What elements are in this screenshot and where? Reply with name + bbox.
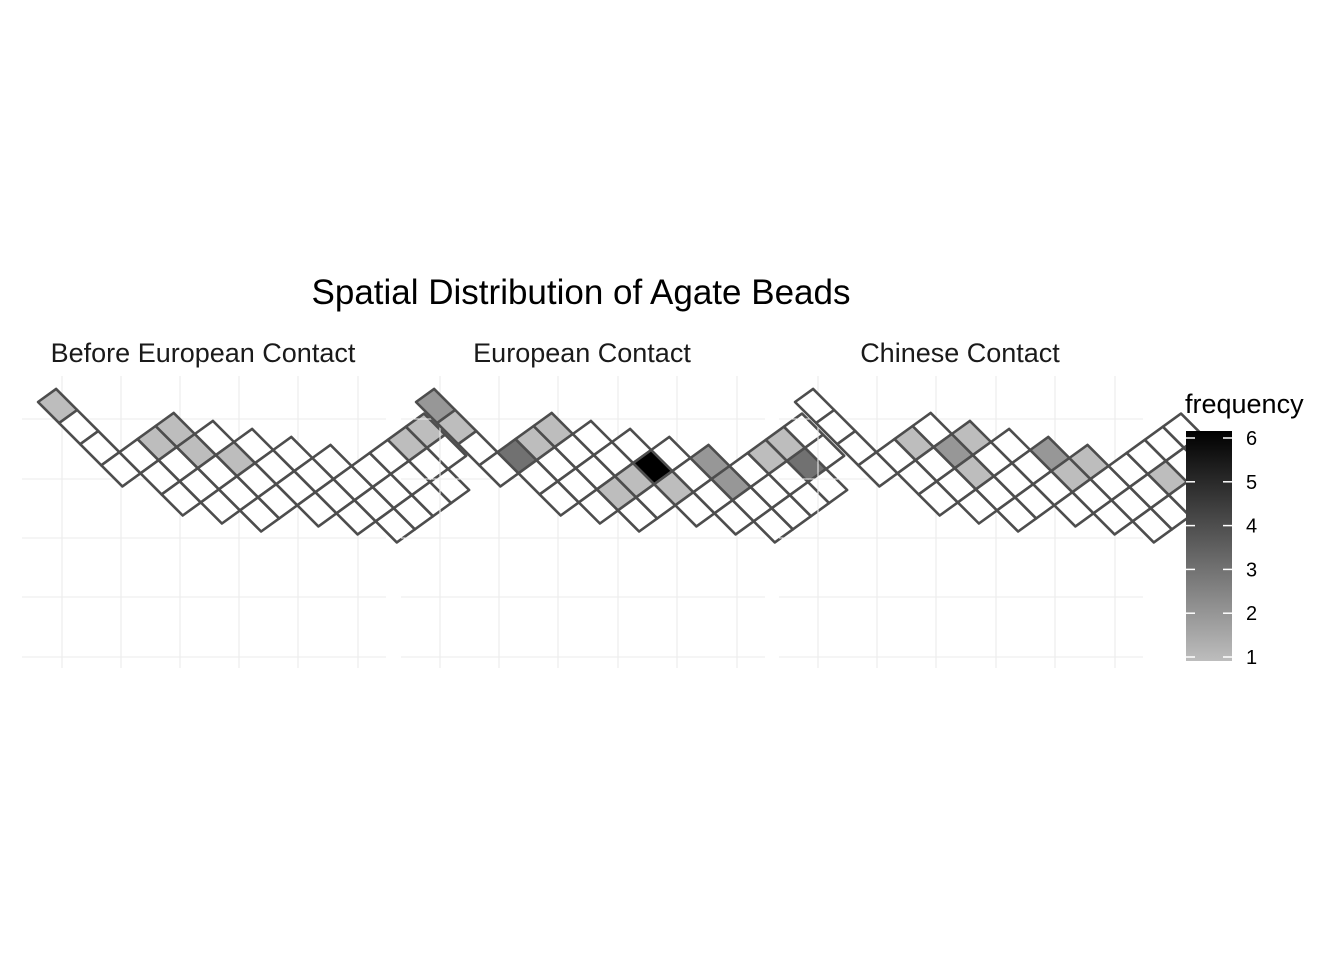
facet-strip-label: Chinese Contact — [860, 338, 1060, 368]
chart-title: Spatial Distribution of Agate Beads — [312, 273, 851, 312]
legend-tick-label: 5 — [1246, 472, 1257, 494]
legend-tick-label: 1 — [1246, 647, 1257, 669]
legend: frequency 1 2 3 4 5 6 — [1185, 389, 1304, 669]
legend-tick-label: 6 — [1246, 428, 1257, 450]
legend-tick-label: 3 — [1246, 559, 1257, 581]
legend-ticks: 1 2 3 4 5 6 — [1186, 428, 1257, 669]
facet-panel: Chinese Contact — [779, 338, 1228, 668]
legend-colorbar — [1186, 431, 1232, 661]
heatmap-cell-empty — [425, 433, 468, 471]
facet-panels: Before European Contact European Contact C… — [22, 338, 1228, 668]
facet-panel: Before European Contact — [22, 338, 471, 668]
facet-strip-label: Before European Contact — [51, 338, 356, 368]
facet-panel: European Contact — [401, 338, 849, 668]
legend-tick-label: 2 — [1246, 603, 1257, 625]
heatmap-cell-empty — [803, 433, 846, 471]
facet-strip-label: European Contact — [473, 338, 691, 368]
legend-tick-label: 4 — [1246, 516, 1257, 538]
legend-title: frequency — [1185, 389, 1304, 419]
